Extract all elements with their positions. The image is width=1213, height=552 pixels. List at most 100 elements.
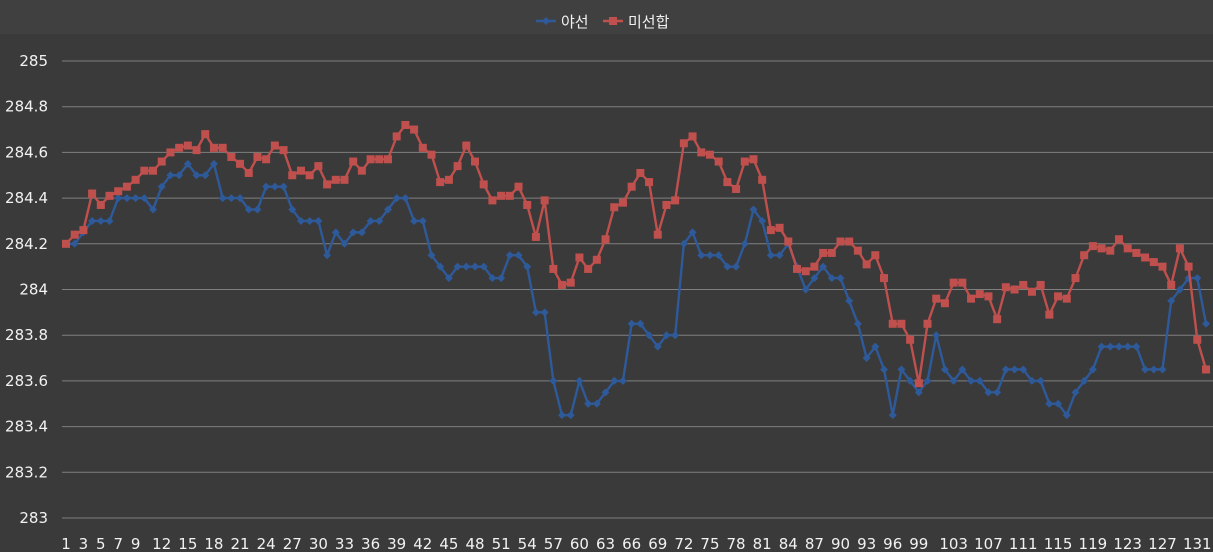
data-point — [1193, 335, 1202, 344]
data-point — [940, 365, 949, 374]
x-tick-label: 66 — [622, 535, 641, 552]
x-tick-label: 48 — [465, 535, 484, 552]
data-point — [357, 228, 366, 237]
data-point — [845, 237, 854, 246]
data-point — [314, 216, 323, 225]
legend-label: 미선합 — [628, 13, 670, 31]
data-point — [453, 162, 462, 171]
data-point — [305, 216, 314, 225]
data-point — [1132, 342, 1141, 351]
data-point — [705, 150, 714, 159]
data-point — [505, 251, 514, 260]
data-point — [340, 239, 349, 248]
data-point — [192, 171, 201, 180]
x-tick-label: 45 — [439, 535, 458, 552]
x-tick-label: 27 — [283, 535, 302, 552]
data-point — [749, 155, 758, 164]
data-point — [1045, 399, 1054, 408]
data-point — [1062, 294, 1071, 303]
data-point — [888, 411, 897, 420]
data-point — [497, 191, 506, 200]
y-tick-label: 283.2 — [5, 463, 48, 481]
y-tick-label: 284.2 — [5, 235, 48, 253]
data-point — [575, 253, 584, 262]
data-point — [444, 274, 453, 283]
data-point — [566, 411, 575, 420]
data-point — [479, 180, 488, 189]
data-point — [740, 157, 749, 166]
data-point — [714, 251, 723, 260]
data-point — [688, 228, 697, 237]
data-point — [558, 411, 567, 420]
data-point — [262, 182, 271, 191]
x-tick-label: 96 — [883, 535, 902, 552]
data-point — [679, 139, 688, 148]
data-point — [1167, 280, 1176, 289]
data-point — [627, 319, 636, 328]
data-point — [1080, 376, 1089, 385]
data-point — [183, 159, 192, 168]
data-point — [984, 388, 993, 397]
data-point — [801, 267, 810, 276]
data-point — [1036, 280, 1045, 289]
data-point — [845, 296, 854, 305]
data-point — [1045, 310, 1054, 319]
data-point — [349, 157, 358, 166]
data-point — [984, 292, 993, 301]
data-point — [1175, 285, 1184, 294]
data-point — [305, 171, 314, 180]
data-point — [488, 196, 497, 205]
data-point — [766, 226, 775, 235]
data-point — [714, 157, 723, 166]
data-point — [784, 237, 793, 246]
data-point — [1019, 280, 1028, 289]
data-point — [236, 194, 245, 203]
data-point — [662, 331, 671, 340]
legend-item-2: 미선합 — [603, 13, 670, 31]
data-point — [279, 146, 288, 155]
data-point — [1114, 342, 1123, 351]
y-axis-tick-labels: 283 283.2 283.4 283.6 283.8 284 284.2 284.4 284.… — [5, 52, 48, 527]
data-point — [636, 319, 645, 328]
data-point — [888, 319, 897, 328]
data-point — [584, 399, 593, 408]
data-point — [862, 260, 871, 269]
data-point — [227, 194, 236, 203]
data-point — [906, 335, 915, 344]
y-tick-label: 284.6 — [5, 143, 48, 161]
x-tick-label: 42 — [413, 535, 432, 552]
data-point — [932, 331, 941, 340]
data-point — [1123, 244, 1132, 253]
data-point — [166, 171, 175, 180]
gridlines — [62, 60, 1213, 519]
data-point — [453, 262, 462, 271]
data-point — [636, 168, 645, 177]
data-point — [880, 274, 889, 283]
data-point — [244, 205, 253, 214]
x-tick-label: 39 — [387, 535, 406, 552]
data-point — [758, 175, 767, 184]
y-tick-label: 284 — [19, 281, 48, 299]
data-point — [201, 130, 210, 139]
data-point — [775, 251, 784, 260]
x-tick-label: 119 — [1079, 535, 1108, 552]
data-point — [175, 171, 184, 180]
x-tick-label: 1 — [61, 535, 71, 552]
x-tick-label: 111 — [1009, 535, 1038, 552]
data-point — [653, 342, 662, 351]
data-point — [1202, 319, 1210, 328]
data-point — [62, 239, 70, 248]
data-point — [392, 194, 401, 203]
x-tick-label: 103 — [939, 535, 968, 552]
data-point — [827, 274, 836, 283]
data-point — [575, 376, 584, 385]
data-point — [967, 376, 976, 385]
data-point — [323, 180, 332, 189]
data-point — [375, 155, 384, 164]
data-point — [723, 178, 732, 187]
data-point — [975, 376, 984, 385]
data-point — [270, 182, 279, 191]
data-point — [549, 376, 558, 385]
data-point — [671, 196, 680, 205]
